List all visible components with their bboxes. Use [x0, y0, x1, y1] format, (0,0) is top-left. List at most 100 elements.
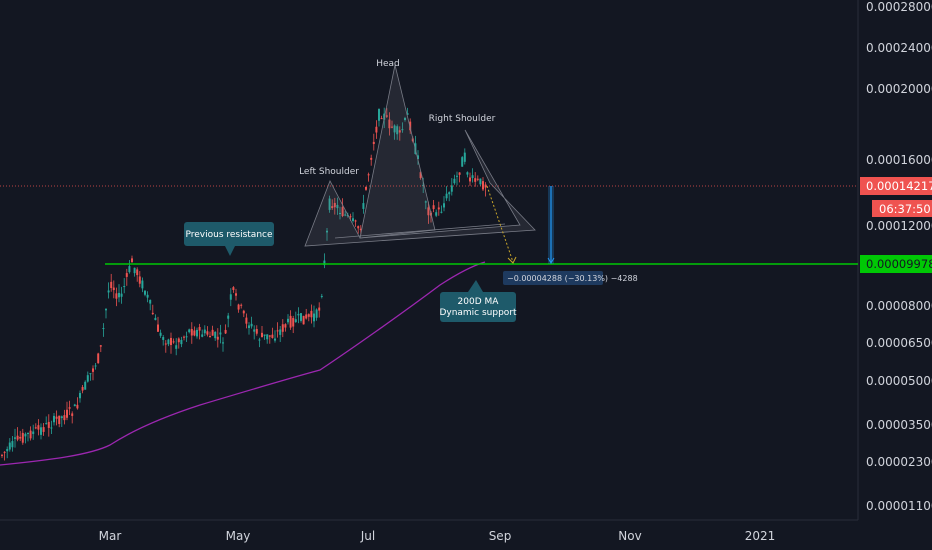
current-price-value: 0.00014217: [866, 179, 932, 193]
candle: [99, 344, 102, 353]
candle: [84, 380, 87, 390]
candle: [136, 267, 139, 282]
ma-200d-line: [0, 261, 486, 466]
candle: [287, 314, 289, 325]
candle: [391, 120, 393, 129]
candle: [79, 390, 81, 403]
candle: [105, 307, 107, 319]
candle: [424, 200, 427, 210]
candle: [393, 124, 396, 140]
candle: [476, 175, 479, 182]
candle: [294, 311, 297, 323]
candle: [458, 172, 461, 183]
candlestick-series: [1, 107, 487, 461]
candle: [29, 426, 32, 441]
y-tick-label: 0.00024000: [866, 41, 932, 55]
candle: [154, 314, 157, 321]
candle: [170, 332, 172, 354]
candle: [34, 423, 37, 430]
candle: [120, 286, 123, 304]
candle: [60, 415, 63, 427]
candle: [76, 397, 79, 410]
candle: [367, 172, 370, 182]
candle: [437, 201, 440, 216]
candle: [388, 112, 391, 136]
candle: [180, 336, 183, 348]
candle: [73, 403, 76, 407]
candle: [167, 338, 170, 347]
y-tick-label: 0.00016000: [866, 153, 932, 167]
y-tick-label: 0.00001100: [866, 499, 932, 513]
candle: [354, 219, 357, 227]
candle: [417, 150, 419, 165]
candle: [292, 315, 295, 334]
candle: [307, 313, 310, 322]
candle: [45, 416, 48, 425]
candle: [50, 420, 53, 435]
candle: [40, 423, 42, 440]
candle: [32, 424, 35, 440]
candle: [131, 255, 133, 263]
candle: [242, 309, 245, 318]
candle: [89, 373, 92, 381]
candle: [276, 322, 279, 338]
candle: [196, 327, 198, 339]
ma-label-line1: 200D MA: [458, 297, 500, 307]
candle: [482, 177, 484, 191]
previous-resistance-callout: Previous resistance: [184, 222, 274, 256]
candle: [315, 308, 318, 321]
y-tick-label: 0.00002300: [866, 455, 932, 469]
head-label: Head: [376, 59, 400, 69]
candle: [406, 107, 409, 115]
candle: [86, 371, 89, 383]
candle: [177, 337, 180, 349]
candle: [110, 273, 113, 292]
candle: [112, 280, 115, 299]
candle: [151, 304, 154, 315]
candle: [469, 172, 471, 186]
candle: [183, 335, 185, 341]
candle: [102, 323, 105, 337]
candle: [201, 329, 204, 338]
candle: [115, 287, 118, 307]
candle: [203, 325, 206, 337]
candle: [271, 327, 274, 339]
candle: [157, 316, 159, 333]
candle: [42, 423, 45, 436]
candle: [339, 206, 341, 220]
candle: [281, 319, 284, 338]
candle: [404, 116, 406, 122]
candle: [313, 305, 315, 328]
candle: [211, 325, 214, 336]
candle: [331, 199, 334, 210]
y-tick-label: 0.00005000: [866, 374, 932, 388]
candle: [328, 195, 331, 213]
candle: [250, 316, 253, 329]
candle: [123, 278, 126, 294]
candle: [443, 196, 445, 212]
x-tick-label: Sep: [489, 529, 512, 543]
candle: [284, 323, 287, 332]
candle: [6, 446, 9, 459]
time-axis: Mar May Jul Sep Nov 2021: [99, 529, 776, 543]
candle: [432, 200, 435, 213]
candle: [365, 186, 367, 191]
measure-arrowhead: [547, 257, 555, 264]
candle: [380, 115, 383, 120]
candle: [141, 277, 144, 293]
candle: [92, 365, 94, 381]
candle: [58, 415, 61, 428]
candle: [396, 124, 399, 140]
current-price-tag: 0.00014217: [860, 177, 932, 195]
measure-label: −0.00004288 (−30.13%) −4288: [507, 274, 638, 283]
candle: [305, 308, 308, 320]
candle: [47, 414, 50, 437]
candle: [118, 284, 120, 303]
candle: [162, 334, 165, 346]
candle: [214, 331, 217, 341]
candle: [8, 438, 11, 452]
candle: [385, 108, 388, 118]
y-tick-label: 0.00006500: [866, 336, 932, 350]
candle: [232, 286, 235, 293]
